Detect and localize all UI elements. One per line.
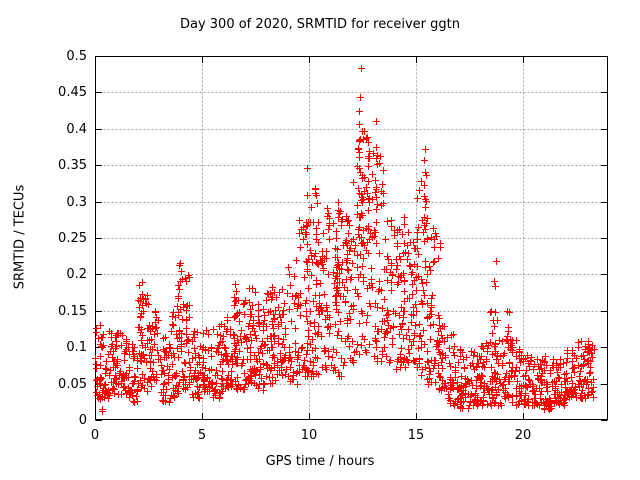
y-tick-label: 0.1 [66,340,87,355]
y-tick-label: 0.35 [58,158,87,173]
y-tick-label: 0.5 [66,49,87,64]
y-tick-label: 0.2 [66,267,87,282]
x-tick-label: 20 [515,428,532,443]
x-axis-label: GPS time / hours [265,454,375,469]
y-tick-label: 0.05 [58,377,87,392]
y-tick-label: 0.25 [58,231,87,246]
x-tick-label: 0 [91,428,99,443]
y-tick-label: 0 [79,413,87,428]
y-tick-label: 0.45 [58,85,87,100]
data-points [92,65,598,415]
chart-title: Day 300 of 2020, SRMTID for receiver ggt… [179,17,460,32]
y-tick-label: 0.4 [66,122,87,137]
x-tick-label: 15 [408,428,425,443]
y-tick-label: 0.3 [66,195,87,210]
x-tick-label: 5 [198,428,206,443]
x-tick-label: 10 [301,428,318,443]
y-tick-label: 0.15 [58,304,87,319]
